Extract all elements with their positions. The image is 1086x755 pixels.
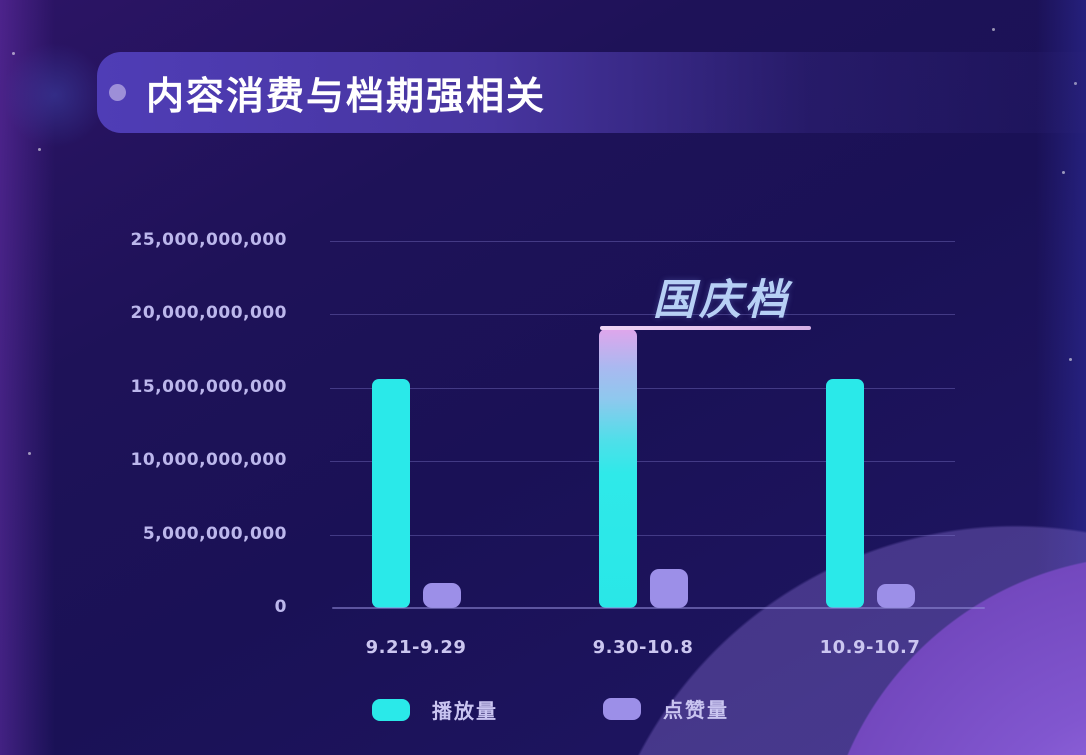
star-dot: [38, 148, 41, 151]
x-tick-label: 9.21-9.29: [365, 637, 467, 658]
y-tick-label: 0: [274, 597, 287, 617]
gridline: [330, 387, 955, 389]
gridline: [330, 534, 955, 536]
y-tick-label: 20,000,000,000: [130, 303, 287, 324]
page-title: 内容消费与档期强相关: [146, 74, 547, 118]
x-axis-line: [332, 607, 985, 609]
y-tick-label: 10,000,000,000: [130, 450, 287, 471]
annotation-underline: [600, 326, 811, 330]
title-banner: [97, 52, 1086, 133]
bar-likes-9.30-10.8: [650, 569, 688, 608]
legend-swatch-plays: [372, 698, 410, 721]
x-tick-label: 9.30-10.8: [592, 637, 694, 658]
gridline: [330, 461, 955, 463]
legend-swatch-likes: [603, 697, 641, 720]
bar-plays-9.21-9.29: [372, 379, 410, 608]
legend-label-plays: 播放量: [432, 699, 498, 723]
legend-item-plays: 播放量: [372, 695, 498, 724]
bar-likes-9.21-9.29: [423, 583, 461, 608]
y-tick-label: 25,000,000,000: [130, 230, 287, 250]
bullet-dot-icon: [109, 84, 126, 101]
star-dot: [992, 28, 995, 31]
bar-plays-10.9-10.7: [826, 379, 864, 608]
legend-item-likes: 点赞量: [603, 694, 729, 723]
star-dot: [12, 52, 15, 55]
chart-plot-area: [330, 241, 955, 608]
y-tick-label: 15,000,000,000: [130, 376, 287, 397]
legend-label-likes: 点赞量: [663, 698, 729, 722]
annotation-national-day: 国庆档: [652, 275, 791, 324]
bar-likes-10.9-10.7: [877, 583, 915, 608]
star-dot: [1062, 171, 1065, 174]
y-tick-label: 5,000,000,000: [142, 523, 287, 544]
star-dot: [1069, 358, 1072, 361]
gridline: [330, 314, 955, 316]
bar-plays-9.30-10.8: [599, 329, 637, 608]
star-dot: [28, 452, 31, 455]
x-tick-label: 10.9-10.7: [819, 637, 921, 658]
gridline: [330, 241, 955, 242]
